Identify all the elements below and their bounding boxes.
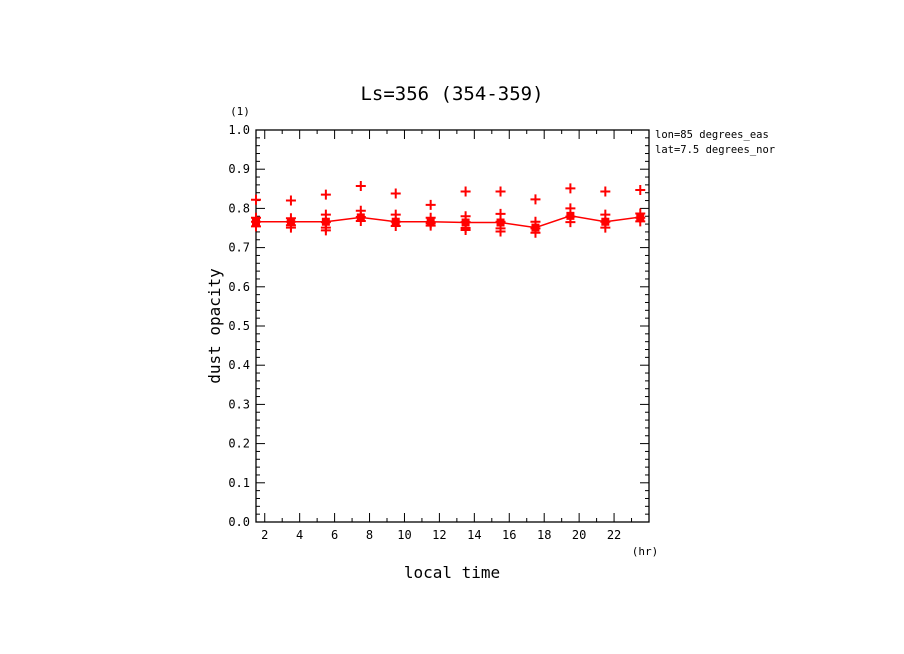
sample-point xyxy=(565,183,576,194)
y-tick-label: 0.5 xyxy=(228,319,250,333)
x-tick-label: 6 xyxy=(331,528,338,542)
sample-point xyxy=(425,220,436,231)
sample-point xyxy=(320,225,331,236)
sample-point xyxy=(355,181,366,192)
sample-point xyxy=(495,186,506,197)
sample-point xyxy=(285,195,296,206)
axis-ticks: 0.0 0.1 0.2 0.3 0.4 0.5 0.6 0.7 0.8 0.9 1.0 2 4 6 8 10 1… xyxy=(228,123,650,542)
sample-point xyxy=(600,222,611,233)
sample-point xyxy=(600,186,611,197)
x-tick-label: 4 xyxy=(296,528,303,542)
y-tick-label: 0.6 xyxy=(228,280,250,294)
sample-point xyxy=(495,226,506,237)
x-tick-label: 12 xyxy=(432,528,446,542)
mean-line xyxy=(256,215,641,229)
annotation-lon: lon=85 degrees_eas xyxy=(655,129,769,141)
x-tick-label: 2 xyxy=(261,528,268,542)
y-tick-label: 0.1 xyxy=(228,476,250,490)
plot-frame xyxy=(255,129,650,523)
y-unit-label: (1) xyxy=(230,105,250,118)
x-tick-label: 22 xyxy=(607,528,621,542)
data-marks xyxy=(251,181,646,238)
x-unit-label: (hr) xyxy=(632,545,659,558)
sample-point xyxy=(635,184,646,195)
y-tick-label: 0.8 xyxy=(228,201,250,215)
y-tick-label: 1.0 xyxy=(228,123,250,137)
sample-point xyxy=(460,186,471,197)
y-tick-label: 0.3 xyxy=(228,397,250,411)
sample-point xyxy=(530,227,541,238)
sample-point xyxy=(251,194,261,205)
sample-point xyxy=(320,189,331,200)
x-tick-label: 14 xyxy=(467,528,481,542)
y-tick-label: 0.2 xyxy=(228,437,250,451)
y-tick-label: 0.9 xyxy=(228,162,250,176)
sample-point xyxy=(530,194,541,205)
x-tick-label: 20 xyxy=(572,528,586,542)
y-tick-label: 0.7 xyxy=(228,241,250,255)
y-tick-label: 0.0 xyxy=(228,515,250,529)
x-tick-label: 10 xyxy=(397,528,411,542)
sample-point xyxy=(460,224,471,235)
x-tick-label: 18 xyxy=(537,528,551,542)
sample-point xyxy=(425,199,436,210)
x-axis-label: local time xyxy=(404,563,500,582)
y-tick-label: 0.4 xyxy=(228,358,250,372)
chart-title: Ls=356 (354-359) xyxy=(360,83,543,105)
x-tick-label: 8 xyxy=(366,528,373,542)
sample-point xyxy=(251,221,261,232)
sample-point xyxy=(390,221,401,232)
sample-point xyxy=(635,216,646,227)
x-tick-label: 16 xyxy=(502,528,516,542)
sample-point xyxy=(285,222,296,233)
sample-point xyxy=(565,217,576,228)
sample-point xyxy=(355,215,366,226)
annotation-lat: lat=7.5 degrees_nor xyxy=(655,144,775,156)
sample-point xyxy=(390,188,401,199)
y-axis-label: dust opacity xyxy=(205,268,224,384)
